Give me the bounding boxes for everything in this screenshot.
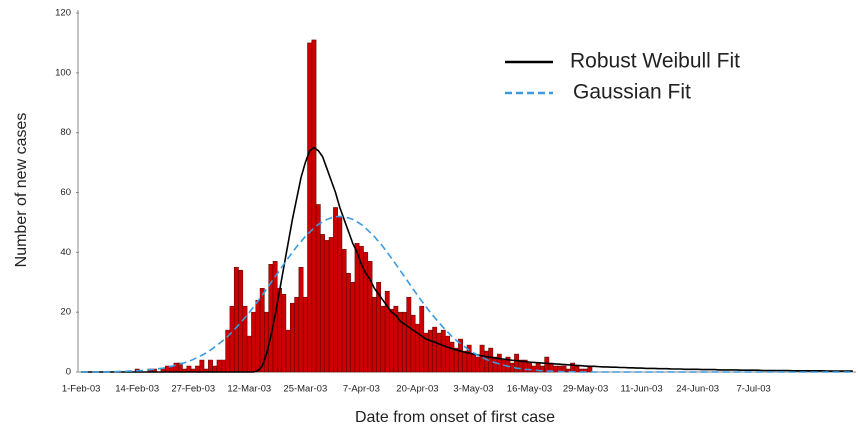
y-tick-label: 120 xyxy=(55,8,71,19)
bar xyxy=(216,359,222,373)
bar xyxy=(453,347,459,373)
bar xyxy=(294,296,300,373)
bar xyxy=(195,365,200,373)
bar xyxy=(475,356,481,373)
bar xyxy=(427,329,433,373)
x-tick-label: 3-May-03 xyxy=(453,384,493,395)
x-tick-label: 7-Jul-03 xyxy=(737,384,771,395)
bar xyxy=(264,311,269,373)
bar xyxy=(440,329,446,373)
bar xyxy=(173,362,179,373)
y-tick-label: 0 xyxy=(66,367,71,378)
x-tick-label: 25-Mar-03 xyxy=(283,384,327,395)
bar xyxy=(531,365,537,373)
bar xyxy=(337,216,343,373)
bar xyxy=(298,267,304,373)
bar xyxy=(302,296,308,373)
bar xyxy=(199,359,205,373)
bar xyxy=(514,353,519,373)
bar xyxy=(445,335,451,373)
bar xyxy=(371,296,377,373)
x-tick-label: 20-Apr-03 xyxy=(396,384,438,395)
bar xyxy=(246,335,252,373)
bar xyxy=(255,299,261,373)
legend-label: Gaussian Fit xyxy=(573,81,691,104)
bar xyxy=(251,311,257,373)
bar xyxy=(389,308,394,373)
bar xyxy=(552,365,558,373)
bar xyxy=(410,314,416,373)
bar xyxy=(285,329,291,373)
bar xyxy=(458,338,463,373)
x-tick-label: 24-Jun-03 xyxy=(676,384,719,395)
bar xyxy=(307,42,313,373)
bar xyxy=(488,347,494,373)
bar xyxy=(311,39,317,373)
bar xyxy=(289,302,295,373)
bar xyxy=(320,234,325,373)
fit-line xyxy=(81,146,853,373)
bar xyxy=(259,287,265,373)
bar xyxy=(350,282,356,373)
bar xyxy=(436,332,442,373)
x-tick-label: 12-Mar-03 xyxy=(227,384,271,395)
bar xyxy=(380,305,386,373)
y-axis-title: Number of new cases xyxy=(13,113,30,268)
x-tick-label: 27-Feb-03 xyxy=(171,384,215,395)
y-tick-label: 80 xyxy=(60,127,71,138)
bar xyxy=(221,359,226,373)
bar xyxy=(208,359,213,373)
bar xyxy=(402,311,407,373)
x-tick-label: 1-Feb-03 xyxy=(62,384,101,395)
bar xyxy=(432,326,438,373)
bar xyxy=(527,362,532,373)
y-tick-label: 20 xyxy=(60,307,71,318)
bar xyxy=(449,341,455,373)
y-tick-label: 100 xyxy=(55,67,71,78)
legend-label: Robust Weibull Fit xyxy=(570,50,740,73)
bar xyxy=(483,350,489,373)
bar xyxy=(229,305,235,373)
bar xyxy=(462,350,468,373)
x-tick-label: 7-Apr-03 xyxy=(343,384,380,395)
bar xyxy=(346,273,351,373)
bar xyxy=(233,267,239,373)
x-axis-title: Date from onset of first case xyxy=(355,409,555,426)
bar xyxy=(186,365,192,373)
bar xyxy=(328,237,334,373)
x-tick-label: 11-Jun-03 xyxy=(621,384,663,395)
bar xyxy=(281,293,287,373)
bar xyxy=(492,356,498,373)
bar xyxy=(406,296,412,373)
x-tick-label: 16-May-03 xyxy=(507,384,552,395)
bar xyxy=(315,204,321,373)
bar xyxy=(341,249,347,373)
y-tick-label: 60 xyxy=(60,187,71,198)
bar xyxy=(333,207,338,373)
y-tick-label: 40 xyxy=(60,247,71,258)
x-tick-label: 29-May-03 xyxy=(563,384,608,395)
bar xyxy=(324,240,330,373)
x-tick-label: 14-Feb-03 xyxy=(115,384,159,395)
bar xyxy=(212,365,218,373)
bar xyxy=(419,305,425,373)
bar xyxy=(354,243,360,373)
bar xyxy=(471,353,476,373)
bar xyxy=(544,356,550,373)
fit-line xyxy=(81,215,853,373)
bar xyxy=(509,362,515,373)
